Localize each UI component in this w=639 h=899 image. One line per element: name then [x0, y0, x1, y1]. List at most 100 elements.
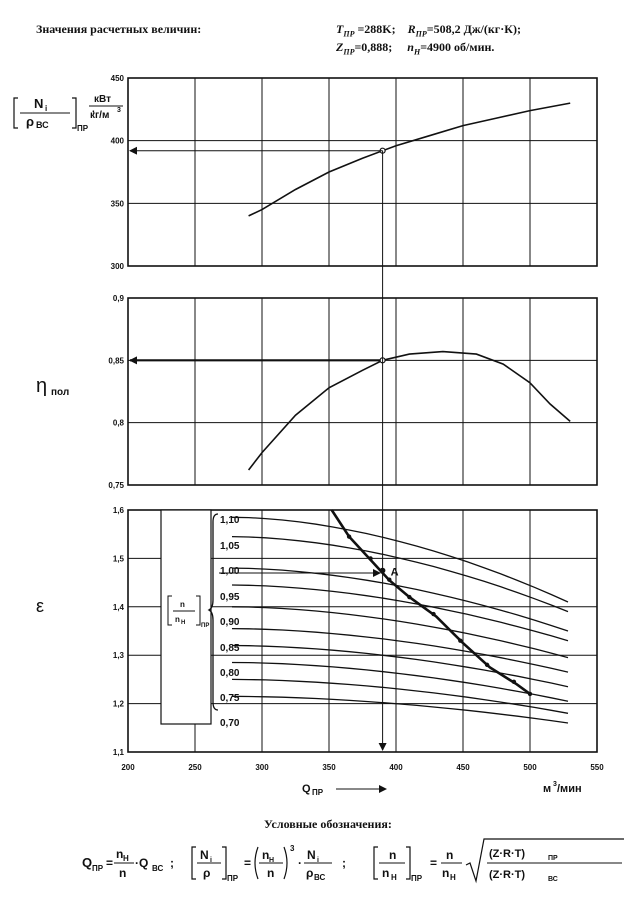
y-tick-label: 1,3 — [113, 651, 125, 660]
y-tick-label: 0,8 — [113, 419, 125, 428]
formula-row: Q ПР =n Нn·Q ВС ;N iρ ПР=n Нn3·N iρ ВС;nn Н ПР=nn Н(Z… — [82, 838, 624, 884]
power-label-sub: ПР — [77, 124, 89, 133]
speed-line-1,00 — [231, 567, 569, 632]
speed-label-num: n — [180, 600, 185, 609]
speed-label-1,00: 1,00 — [220, 566, 240, 577]
f3-den: n — [442, 866, 449, 880]
f2-lhs-num: N — [200, 848, 209, 862]
speed-label-1,05: 1,05 — [220, 541, 240, 552]
header-params-line1: TПР =288K; RПР=508,2 Дж/(кг·К); — [336, 22, 521, 38]
speed-line-0,90 — [231, 606, 569, 659]
efficiency-curve — [247, 350, 571, 471]
f3-num: n — [446, 848, 453, 862]
x-unit-rest: /мин — [557, 783, 582, 795]
y-tick-label: 1,4 — [113, 603, 125, 612]
f1-lhs: Q — [82, 855, 92, 870]
efficiency-label-symbol: η — [36, 375, 47, 397]
speed-label-0,95: 0,95 — [220, 592, 240, 603]
f2-r-den-sub: ВС — [314, 873, 325, 882]
speed-label-0,85: 0,85 — [220, 643, 240, 654]
f3-eq: = — [430, 856, 437, 870]
f1-den: n — [119, 866, 126, 880]
y-tick-label: 0,75 — [108, 481, 124, 490]
y-tick-label: 1,5 — [113, 554, 125, 563]
f2-exp: 3 — [290, 844, 295, 853]
x-tick-label: 500 — [523, 763, 537, 772]
surge-line — [330, 509, 531, 695]
power-curve — [248, 102, 571, 217]
f2-r-den: ρ — [306, 866, 313, 880]
f3-root-num-sub: ПР — [548, 855, 558, 862]
speed-line-0,70 — [231, 678, 569, 714]
panel-power: 300 350 400 450 — [111, 74, 598, 271]
f2-r-num: N — [307, 848, 316, 862]
y-tick-label: 450 — [111, 74, 125, 83]
f1-eq: = — [106, 856, 113, 870]
param-r-value: =508,2 Дж/(кг·К); — [426, 22, 521, 36]
x-tick-label: 300 — [255, 763, 269, 772]
pressure-ratio-label: ε — [36, 596, 44, 616]
surge-line-point — [458, 638, 463, 643]
power-label-unit-num: кВт — [94, 94, 111, 105]
speed-label-den-sub: Н — [181, 620, 185, 626]
y-tick-label: 0,85 — [108, 356, 124, 365]
x-tick-label: 200 — [121, 763, 135, 772]
surge-line-point — [387, 577, 392, 582]
header-title: Значения расчетных величин: — [36, 22, 202, 36]
f2-eq: = — [244, 856, 251, 870]
x-unit-exp: 3 — [553, 781, 557, 788]
f3-lhs-den: n — [382, 866, 389, 880]
surge-line-point — [407, 594, 412, 600]
surge-line-point — [431, 611, 436, 617]
x-tick-label: 450 — [456, 763, 470, 772]
surge-line-point — [484, 662, 490, 668]
panel-frame — [127, 509, 598, 753]
param-t-value: =288K; — [357, 22, 396, 36]
f1-rhs-sub: ВС — [152, 864, 163, 873]
operating-point-label: A — [391, 567, 399, 579]
y-tick-label: 1,1 — [113, 748, 125, 757]
f2-semicolon: ; — [342, 856, 346, 870]
x-tick-label: 350 — [322, 763, 336, 772]
speed-label-sub: ПР — [201, 623, 209, 629]
f1-lhs-sub: ПР — [92, 864, 104, 873]
f2-lhs-num-sub: i — [210, 857, 212, 864]
f3-root-den-sub: ВС — [548, 876, 558, 883]
y-tick-label: 0,9 — [113, 294, 125, 303]
y-tick-label: 1,6 — [113, 506, 125, 515]
param-z-symbol: Z — [336, 40, 344, 54]
panel-frame — [127, 77, 598, 267]
x-axis-label: Q — [302, 783, 311, 795]
f3-root-den: (Z·R·T) — [489, 869, 525, 881]
legend-title: Условные обозначения: — [264, 817, 392, 831]
power-label-den-sub: ВС — [36, 120, 49, 130]
param-r-sub: ПР — [415, 29, 427, 39]
efficiency-label-sub: пол — [51, 387, 69, 398]
f3-sqrt — [465, 838, 624, 884]
f2-num-sub: Н — [269, 857, 274, 864]
power-label-brackets — [13, 97, 77, 129]
y-tick-label: 400 — [111, 137, 125, 146]
power-label-unit-exp: 3 — [117, 107, 121, 114]
f2-den: n — [267, 866, 274, 880]
speed-label-0,70: 0,70 — [220, 718, 240, 729]
speed-line-0,95 — [231, 584, 569, 642]
param-n-value: =4900 об/мин. — [420, 40, 495, 54]
power-label-den: ρ — [26, 114, 34, 129]
panel-efficiency: 0,75 0,8 0,85 0,9 — [108, 294, 598, 490]
param-n-symbol: n — [407, 40, 414, 54]
speed-line-0,75 — [231, 661, 569, 702]
param-z-value: =0,888; — [354, 40, 393, 54]
f2-lhs-den: ρ — [203, 866, 210, 880]
y-tick-label: 350 — [111, 199, 125, 208]
speed-label-0,80: 0,80 — [220, 668, 240, 679]
surge-line-point — [527, 691, 533, 697]
speed-label-0,75: 0,75 — [220, 693, 240, 704]
speed-line-1,10 — [231, 516, 569, 603]
power-label-num-sub: i — [45, 104, 47, 113]
f3-lhs-den-sub: Н — [391, 873, 397, 882]
header-params-line2: ZПР=0,888; nН=4900 об/мин. — [336, 40, 494, 56]
param-n-sub: Н — [413, 47, 421, 57]
f2-dot: · — [298, 856, 302, 870]
x-tick-label: 400 — [389, 763, 403, 772]
